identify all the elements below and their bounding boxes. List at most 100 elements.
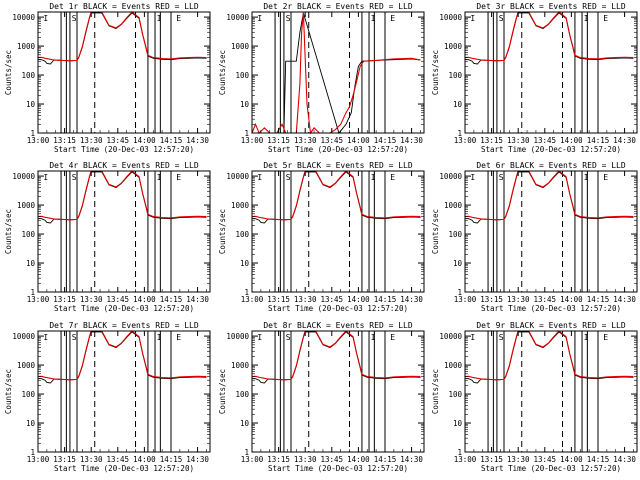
- y-axis-label: Counts/sec: [431, 369, 440, 414]
- plot-frame: [464, 11, 638, 134]
- x-tick-label: 14:00: [560, 136, 583, 145]
- marker-label: I: [470, 173, 475, 182]
- y-tick-label: 1: [244, 288, 249, 297]
- y-tick-label: 100: [448, 71, 462, 80]
- x-tick-label: 14:30: [613, 455, 636, 464]
- x-tick-label: 13:45: [321, 136, 344, 145]
- y-tick-label: 10: [26, 100, 36, 109]
- plot-frame: [37, 330, 211, 453]
- x-tick-label: 13:45: [534, 295, 557, 304]
- x-axis-label: Start Time (20-Dec-03 12:57:20): [481, 304, 621, 313]
- series-line-lld: [251, 12, 421, 135]
- x-tick-label: 13:00: [454, 455, 477, 464]
- panel-title: Det 6r BLACK = Events RED = LLD: [476, 161, 625, 170]
- x-tick-label: 14:00: [347, 136, 370, 145]
- marker-label: I: [371, 14, 376, 23]
- series-line-events: [464, 171, 634, 224]
- y-tick-label: 1: [457, 448, 462, 457]
- x-tick-label: 14:15: [374, 295, 397, 304]
- y-tick-label: 100: [235, 390, 249, 399]
- x-tick-label: 13:00: [241, 455, 264, 464]
- marker-label: S: [499, 14, 504, 23]
- x-tick-label: 14:15: [587, 295, 610, 304]
- marker-label: S: [72, 14, 77, 23]
- x-axis-label: Start Time (20-Dec-03 12:57:20): [54, 145, 194, 154]
- x-tick-label: 13:00: [241, 295, 264, 304]
- x-tick-label: 13:45: [534, 455, 557, 464]
- series-line-events: [37, 12, 207, 65]
- marker-label: S: [286, 173, 291, 182]
- y-tick-label: 1000: [231, 42, 250, 51]
- y-tick-label: 1000: [444, 42, 463, 51]
- x-tick-label: 14:30: [613, 295, 636, 304]
- x-tick-label: 13:45: [321, 295, 344, 304]
- x-tick-label: 13:15: [480, 455, 503, 464]
- x-tick-label: 13:00: [27, 136, 50, 145]
- x-tick-label: 13:00: [27, 295, 50, 304]
- y-tick-label: 1000: [444, 201, 463, 210]
- y-tick-label: 10000: [226, 13, 249, 22]
- series-line-lld: [464, 11, 634, 62]
- marker-label: S: [499, 173, 504, 182]
- x-tick-label: 13:30: [507, 136, 530, 145]
- series-line-lld: [464, 330, 634, 381]
- x-tick-label: 13:00: [27, 455, 50, 464]
- x-tick-label: 14:15: [374, 455, 397, 464]
- x-tick-label: 13:00: [454, 295, 477, 304]
- x-tick-label: 13:30: [507, 295, 530, 304]
- marker-label: E: [603, 14, 608, 23]
- plot-frame: [464, 170, 638, 293]
- y-tick-label: 1: [30, 129, 35, 138]
- x-axis-label: Start Time (20-Dec-03 12:57:20): [54, 304, 194, 313]
- series-line-lld: [251, 330, 421, 381]
- x-tick-label: 14:15: [374, 136, 397, 145]
- y-tick-label: 1: [457, 288, 462, 297]
- y-axis-label: Counts/sec: [4, 209, 13, 254]
- x-axis-label: Start Time (20-Dec-03 12:57:20): [268, 304, 408, 313]
- x-axis-label: Start Time (20-Dec-03 12:57:20): [481, 145, 621, 154]
- x-tick-label: 13:00: [454, 136, 477, 145]
- x-tick-label: 13:15: [53, 455, 76, 464]
- marker-label: E: [176, 333, 181, 342]
- marker-label: I: [584, 14, 589, 23]
- x-tick-label: 13:30: [80, 455, 103, 464]
- y-tick-label: 10000: [226, 332, 249, 341]
- y-tick-label: 1000: [17, 42, 36, 51]
- panel-title: Det 4r BLACK = Events RED = LLD: [49, 161, 198, 170]
- y-tick-label: 100: [448, 230, 462, 239]
- x-tick-label: 14:30: [186, 455, 209, 464]
- plot-frame: [251, 330, 425, 453]
- x-axis-label: Start Time (20-Dec-03 12:57:20): [268, 145, 408, 154]
- marker-label: S: [72, 173, 77, 182]
- x-tick-label: 13:15: [267, 136, 290, 145]
- series-line-events: [251, 331, 421, 384]
- y-axis-label: Counts/sec: [218, 369, 227, 414]
- y-tick-label: 10: [240, 100, 250, 109]
- x-tick-label: 13:30: [80, 136, 103, 145]
- series-line-events: [464, 12, 634, 65]
- y-tick-label: 10000: [439, 13, 462, 22]
- panel-title: Det 3r BLACK = Events RED = LLD: [476, 2, 625, 11]
- y-tick-label: 100: [235, 230, 249, 239]
- y-tick-label: 10: [453, 419, 463, 428]
- y-tick-label: 10: [26, 259, 36, 268]
- x-tick-label: 14:00: [560, 455, 583, 464]
- y-tick-label: 1: [457, 129, 462, 138]
- y-tick-label: 100: [21, 390, 35, 399]
- plot-frame: [251, 170, 425, 293]
- marker-label: I: [43, 173, 48, 182]
- x-axis-label: Start Time (20-Dec-03 12:57:20): [268, 464, 408, 473]
- x-tick-label: 14:15: [587, 455, 610, 464]
- y-tick-label: 1000: [231, 201, 250, 210]
- y-tick-label: 10: [453, 259, 463, 268]
- marker-label: I: [257, 173, 262, 182]
- x-tick-label: 13:30: [294, 295, 317, 304]
- x-tick-label: 14:15: [160, 136, 183, 145]
- x-tick-label: 13:15: [480, 136, 503, 145]
- x-tick-label: 13:30: [507, 455, 530, 464]
- x-tick-label: 13:30: [294, 136, 317, 145]
- x-tick-label: 14:00: [347, 295, 370, 304]
